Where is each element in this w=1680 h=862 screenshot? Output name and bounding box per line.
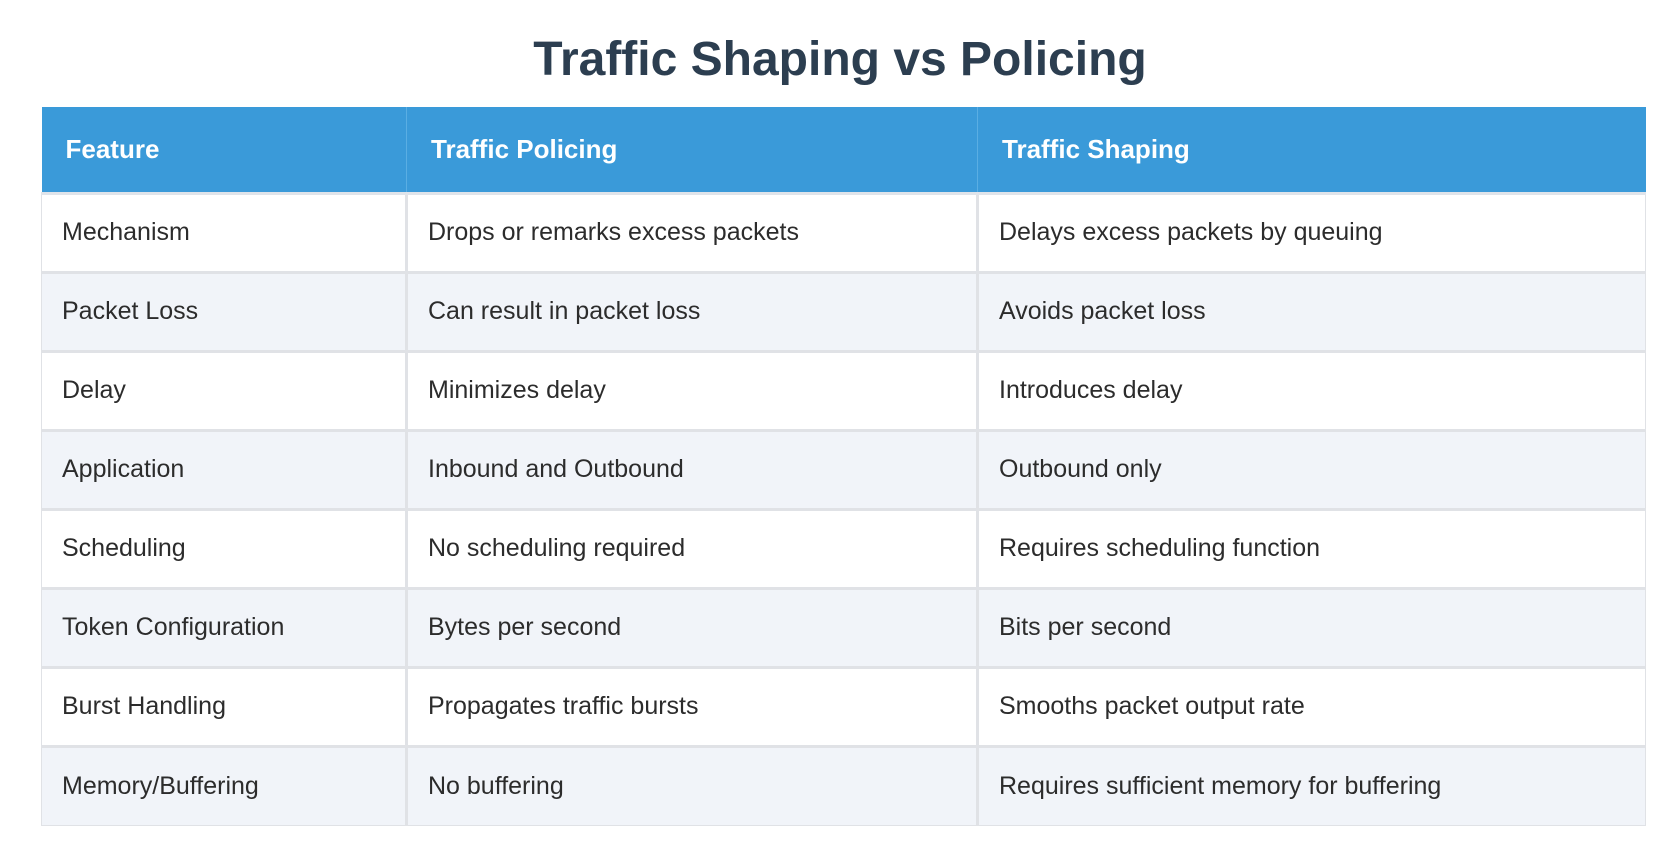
table-row: Application Inbound and Outbound Outboun… bbox=[41, 430, 1646, 511]
policing-cell: Inbound and Outbound bbox=[405, 430, 978, 511]
shaping-cell: Bits per second bbox=[976, 588, 1646, 669]
feature-cell: Packet Loss bbox=[41, 272, 407, 353]
policing-cell: Can result in packet loss bbox=[405, 272, 978, 353]
table-row: Burst Handling Propagates traffic bursts… bbox=[41, 667, 1646, 748]
table-row: Scheduling No scheduling required Requir… bbox=[41, 509, 1646, 590]
table-row: Delay Minimizes delay Introduces delay bbox=[41, 351, 1646, 432]
comparison-table: Feature Traffic Policing Traffic Shaping… bbox=[41, 107, 1646, 826]
shaping-cell: Avoids packet loss bbox=[976, 272, 1646, 353]
column-header-traffic-shaping: Traffic Shaping bbox=[977, 107, 1646, 195]
column-header-traffic-policing: Traffic Policing bbox=[406, 107, 978, 195]
shaping-cell: Introduces delay bbox=[976, 351, 1646, 432]
feature-cell: Memory/Buffering bbox=[41, 746, 407, 826]
policing-cell: No scheduling required bbox=[405, 509, 978, 590]
policing-cell: Minimizes delay bbox=[405, 351, 978, 432]
policing-cell: No buffering bbox=[405, 746, 978, 826]
table-row: Memory/Buffering No buffering Requires s… bbox=[41, 746, 1646, 826]
shaping-cell: Outbound only bbox=[976, 430, 1646, 511]
feature-cell: Burst Handling bbox=[41, 667, 407, 748]
feature-cell: Scheduling bbox=[41, 509, 407, 590]
page-title: Traffic Shaping vs Policing bbox=[533, 33, 1147, 86]
table-header-row: Feature Traffic Policing Traffic Shaping bbox=[41, 107, 1646, 195]
shaping-cell: Requires scheduling function bbox=[976, 509, 1646, 590]
table-row: Token Configuration Bytes per second Bit… bbox=[41, 588, 1646, 669]
policing-cell: Propagates traffic bursts bbox=[405, 667, 978, 748]
policing-cell: Bytes per second bbox=[405, 588, 978, 669]
column-header-feature: Feature bbox=[41, 107, 407, 195]
feature-cell: Token Configuration bbox=[41, 588, 407, 669]
policing-cell: Drops or remarks excess packets bbox=[405, 193, 978, 274]
shaping-cell: Delays excess packets by queuing bbox=[976, 193, 1646, 274]
table-row: Packet Loss Can result in packet loss Av… bbox=[41, 272, 1646, 353]
feature-cell: Mechanism bbox=[41, 193, 407, 274]
table-row: Mechanism Drops or remarks excess packet… bbox=[41, 193, 1646, 274]
feature-cell: Delay bbox=[41, 351, 407, 432]
shaping-cell: Requires sufficient memory for buffering bbox=[976, 746, 1646, 826]
shaping-cell: Smooths packet output rate bbox=[976, 667, 1646, 748]
feature-cell: Application bbox=[41, 430, 407, 511]
